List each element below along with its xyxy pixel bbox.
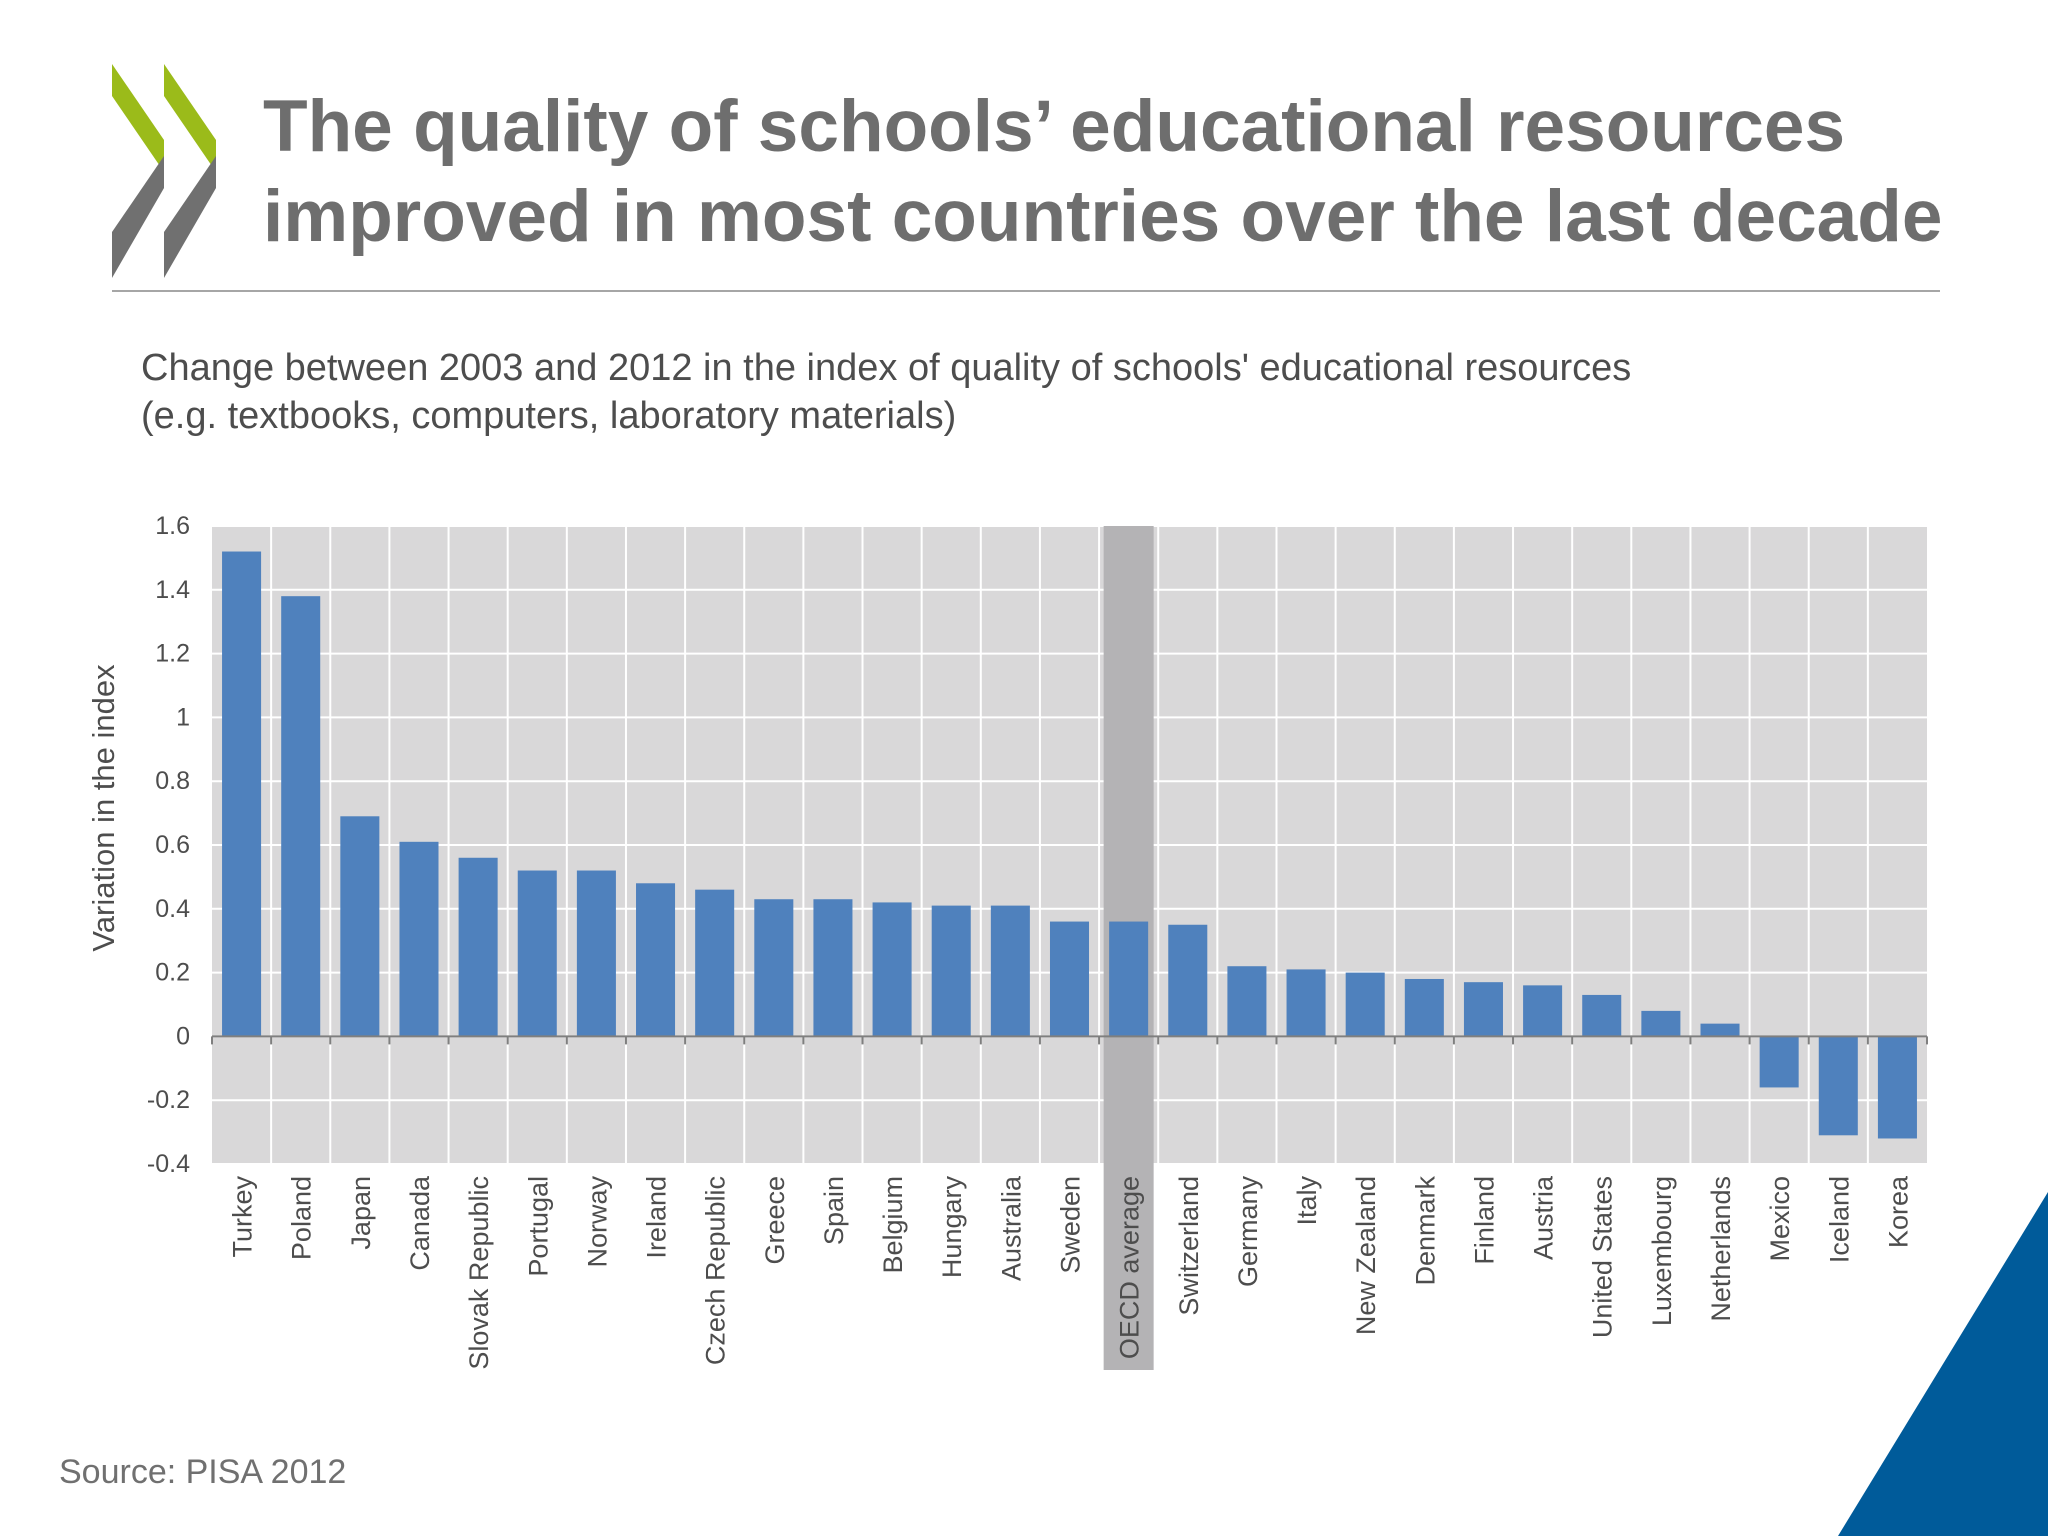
x-tick-label: Luxembourg [1647,1176,1677,1326]
bar [281,596,321,1037]
title-line-1: The quality of schools’ educational reso… [263,86,1846,167]
corner-triangle-icon [1838,1192,2048,1536]
bar [1523,985,1563,1037]
bar [222,551,262,1037]
x-tick-label: Australia [996,1175,1026,1281]
x-axis-tick-labels: Turkey Poland Japan Canada Slovak Republic Po… [228,1175,1914,1370]
y-tick-label: -0.2 [147,1086,190,1114]
bar [1404,978,1444,1037]
y-tick-label: 0.4 [155,895,190,923]
bar [872,902,912,1037]
chart-subtitle: Change between 2003 and 2012 in the inde… [141,344,1891,440]
x-tick-label: Belgium [878,1176,908,1274]
bar [1168,924,1208,1037]
bar [1286,969,1326,1037]
bar [1049,921,1090,1037]
x-tick-label: Ireland [642,1176,672,1259]
y-tick-label: 0.2 [155,959,190,987]
x-tick-label: Portugal [523,1176,553,1277]
bar [1227,966,1267,1037]
x-tick-label: Greece [760,1176,790,1265]
bar [1818,1036,1858,1136]
bar [458,857,498,1037]
y-axis-label: Variation in the index [86,664,121,952]
x-tick-label: United States [1588,1176,1618,1338]
x-tick-label: Germany [1233,1176,1263,1288]
x-tick-label: New Zealand [1351,1176,1381,1335]
y-tick-label: -0.4 [147,1150,190,1178]
x-axis-ticks [211,1036,1928,1045]
x-tick-label: Turkey [228,1176,258,1258]
x-tick-label: Iceland [1824,1176,1854,1263]
x-tick-label: Canada [405,1175,435,1271]
title-line-2: improved in most countries over the last… [263,176,1943,257]
x-tick-label: Spain [819,1176,849,1245]
title-divider [112,290,1940,292]
oecd-logo-icon [112,64,216,278]
bar [517,870,557,1037]
bar [813,899,853,1037]
bar [695,889,735,1037]
x-tick-label: Switzerland [1174,1176,1204,1316]
bar [1345,972,1385,1037]
subtitle-line-1: Change between 2003 and 2012 in the inde… [141,347,1632,389]
y-tick-label: 1.6 [155,512,190,540]
y-axis-tick-labels: 1.6 1.4 1.2 1 0.8 0.6 0.4 0.2 0 -0.2 -0.4 [147,512,190,1178]
bar [1877,1036,1917,1139]
x-tick-label: Czech Republic [701,1176,731,1365]
x-tick-label: Finland [1469,1176,1499,1265]
x-tick-label: Korea [1883,1175,1913,1248]
bar [1700,1023,1740,1037]
x-tick-label: Denmark [1410,1176,1440,1286]
x-tick-label: OECD average [1115,1176,1145,1359]
bar [990,905,1030,1037]
bar [1582,994,1622,1037]
x-tick-label: Japan [346,1176,376,1250]
x-tick-label: Mexico [1765,1176,1795,1262]
bar [1463,982,1503,1037]
bar [399,841,439,1037]
bar [1109,921,1149,1037]
x-tick-label: Poland [287,1176,317,1260]
y-tick-label: 1 [176,703,190,731]
y-tick-label: 1.4 [155,576,190,604]
x-tick-label: Austria [1529,1175,1559,1260]
y-tick-label: 0.8 [155,767,190,795]
y-tick-label: 0 [176,1022,190,1050]
x-tick-label: Hungary [937,1176,967,1279]
y-tick-label: 1.2 [155,640,190,668]
subtitle-line-2: (e.g. textbooks, computers, laboratory m… [141,395,957,437]
source-note: Source: PISA 2012 [59,1453,347,1491]
bar [340,816,380,1037]
bar [1641,1010,1681,1037]
bar [1759,1036,1799,1088]
x-tick-label: Slovak Republic [464,1176,494,1370]
page-title: The quality of schools’ educational reso… [263,82,1963,262]
bar [931,905,971,1037]
bar [636,883,676,1037]
y-tick-label: 0.6 [155,831,190,859]
x-tick-label: Italy [1292,1176,1322,1226]
bar [576,870,616,1037]
bar [754,899,794,1037]
x-tick-label: Norway [582,1176,612,1268]
bars [222,551,1917,1139]
x-tick-label: Sweden [1056,1176,1086,1274]
x-tick-label: Netherlands [1706,1176,1736,1322]
